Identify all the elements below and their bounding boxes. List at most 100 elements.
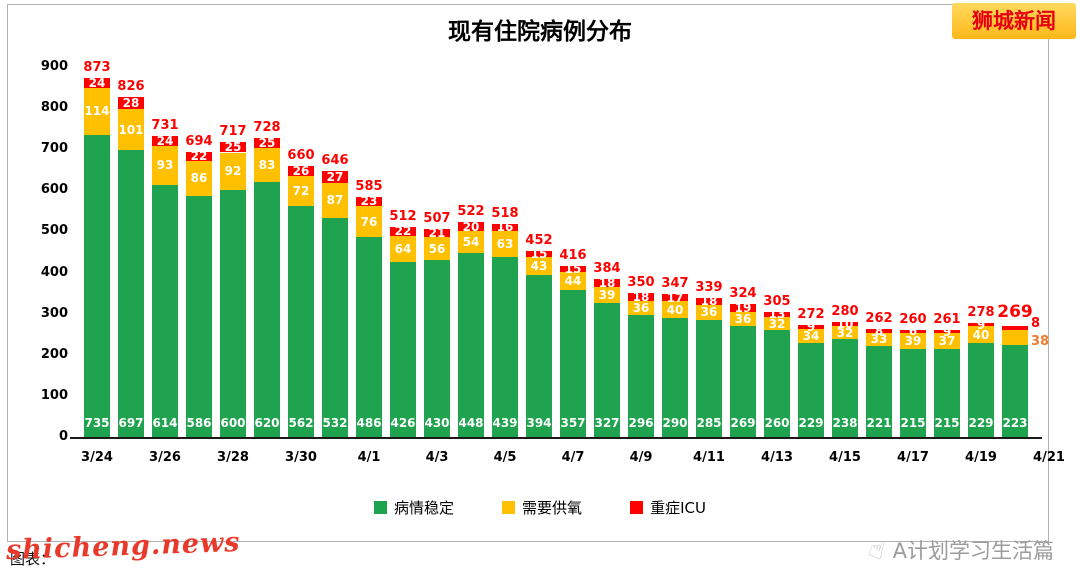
bar-value-icu: 27 — [326, 169, 344, 184]
bar-segment-icu — [730, 303, 756, 312]
bar-value-oxygen: 36 — [700, 305, 718, 320]
bar-value-stable: 426 — [390, 416, 416, 430]
y-axis-tick-label: 800 — [40, 100, 68, 116]
bar-value-stable: 394 — [526, 416, 552, 430]
bar-segment-oxygen — [866, 332, 892, 347]
bar-total-label: 384 — [593, 261, 621, 277]
bar-segment-stable — [424, 260, 450, 437]
x-axis-tick-label: 4/1 — [357, 450, 381, 465]
bar-segment-icu — [390, 226, 416, 236]
bar-total-label: 278 — [967, 304, 995, 320]
bar-value-icu-outside: 8 — [1031, 316, 1041, 332]
bar-value-oxygen: 36 — [632, 300, 650, 315]
bar-segment-stable — [220, 190, 246, 437]
bar-segment-stable — [254, 182, 280, 437]
bar-value-oxygen: 87 — [326, 193, 344, 208]
source-text: 图表： — [10, 550, 56, 568]
bar-value-icu: 15 — [564, 262, 582, 277]
bar-segment-oxygen — [492, 230, 518, 257]
bar-segment-oxygen — [458, 230, 484, 253]
y-axis-tick-label: 500 — [40, 223, 68, 239]
x-axis-tick-label: 3/30 — [285, 450, 317, 465]
x-axis-tick-label: 3/26 — [149, 450, 181, 465]
bar-value-icu: 22 — [190, 149, 208, 164]
bar-value-stable: 586 — [186, 416, 212, 430]
bar-value-stable: 215 — [934, 416, 960, 430]
bar-segment-stable — [152, 184, 178, 437]
bar-total-label: 507 — [423, 210, 451, 226]
bar-value-stable: 269 — [730, 416, 756, 430]
bar-value-icu: 8 — [874, 323, 884, 338]
bar-segment-stable — [390, 261, 416, 437]
legend-swatch — [630, 501, 644, 514]
chart-title: 现有住院病例分布 — [448, 19, 632, 45]
bar-total-label: 646 — [321, 153, 349, 169]
bar-value-icu: 15 — [530, 247, 548, 262]
bar-segment-icu — [968, 322, 994, 327]
bar-segment-oxygen — [526, 257, 552, 276]
bar-value-stable: 600 — [220, 416, 246, 430]
bar-value-icu: 22 — [394, 224, 412, 239]
bar-segment-oxygen — [220, 152, 246, 191]
bar-value-icu: 18 — [598, 275, 616, 290]
x-axis-tick-label: 4/3 — [425, 450, 449, 465]
bar-segment-stable — [1002, 345, 1028, 437]
y-axis-tick-label: 100 — [40, 387, 68, 403]
bar-value-oxygen: 76 — [360, 214, 378, 229]
x-axis-tick-label: 3/24 — [81, 450, 113, 465]
legend-item: 需要供氧 — [502, 497, 582, 518]
bar-value-oxygen: 43 — [530, 259, 548, 274]
bar-total-label: 350 — [627, 275, 655, 291]
bar-value-icu: 9 — [806, 320, 816, 335]
x-axis-tick-label: 4/5 — [493, 450, 517, 465]
bar-total-label: 694 — [185, 133, 213, 149]
bar-total-label: 324 — [729, 285, 757, 301]
bar-segment-icu — [900, 330, 926, 333]
bar-value-icu: 21 — [428, 225, 446, 240]
bar-segment-icu — [424, 228, 450, 238]
bar-value-stable: 486 — [356, 416, 382, 430]
bar-segment-stable — [730, 326, 756, 437]
y-axis-tick-label: 300 — [40, 305, 68, 321]
legend-item: 病情稳定 — [374, 497, 454, 518]
x-axis-tick-label: 4/21 — [1033, 450, 1065, 465]
bar-value-oxygen: 92 — [224, 164, 242, 179]
x-axis-tick-label: 4/13 — [761, 450, 793, 465]
bar-segment-stable — [900, 348, 926, 437]
bar-value-oxygen: 101 — [118, 122, 144, 137]
bar-value-icu: 6 — [908, 324, 918, 339]
bar-segment-icu — [560, 265, 586, 273]
bar-segment-icu — [662, 294, 688, 302]
bar-segment-icu — [526, 251, 552, 258]
bar-total-label: 512 — [389, 208, 417, 224]
bar-value-stable: 697 — [118, 416, 144, 430]
bar-value-stable: 614 — [152, 416, 178, 430]
bar-total-label: 260 — [899, 312, 927, 328]
bar-value-oxygen: 32 — [836, 325, 854, 340]
bar-segment-stable — [458, 252, 484, 437]
bar-segment-icu — [152, 136, 178, 147]
bar-value-icu: 24 — [156, 134, 174, 149]
bar-value-oxygen: 44 — [564, 274, 582, 289]
bar-segment-oxygen — [186, 160, 212, 197]
bar-segment-stable — [492, 256, 518, 437]
bar-segment-stable — [560, 290, 586, 437]
bar-value-icu: 9 — [976, 317, 986, 332]
bar-value-stable: 285 — [696, 416, 722, 430]
y-axis-tick-label: 0 — [58, 429, 68, 444]
bar-total-label: 826 — [117, 79, 145, 95]
bar-value-icu: 24 — [88, 76, 106, 91]
bar-value-stable: 620 — [254, 416, 280, 430]
bar-segment-oxygen — [764, 316, 790, 331]
bar-total-label: 347 — [661, 276, 689, 292]
bar-segment-oxygen — [594, 286, 620, 303]
bar-segment-stable — [968, 342, 994, 437]
footer-brand: ☝ A计划学习生活篇 — [865, 533, 1054, 566]
bar-total-label: 660 — [287, 147, 315, 163]
bar-value-oxygen: 72 — [292, 184, 310, 199]
bar-value-icu: 25 — [258, 135, 276, 150]
bar-segment-icu — [458, 222, 484, 231]
bar-value-oxygen: 39 — [598, 287, 616, 302]
bar-total-label: 717 — [219, 124, 247, 140]
